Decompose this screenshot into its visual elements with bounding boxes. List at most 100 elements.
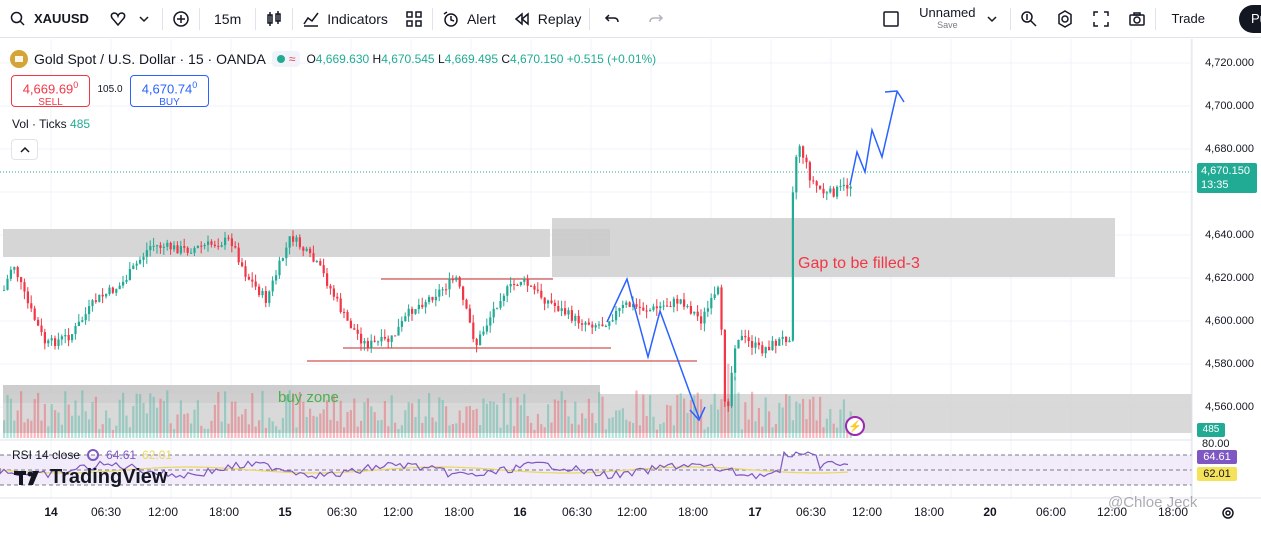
price-tick: 4,700.000 — [1205, 100, 1254, 112]
volume-bar — [802, 398, 805, 438]
buy-button[interactable]: 4,670.740 BUY — [130, 75, 209, 108]
candle-body — [441, 289, 444, 291]
candle-body — [543, 297, 546, 304]
gap-zone[interactable] — [552, 218, 1115, 277]
indicators-button[interactable]: Indicators — [293, 0, 396, 38]
lightning-icon[interactable]: ⚡ — [845, 416, 865, 436]
alert-button[interactable]: Alert — [433, 0, 504, 38]
volume-bar — [547, 404, 550, 438]
volume-bar — [94, 396, 97, 438]
volume-bar — [414, 416, 417, 438]
volume-legend[interactable]: Vol · Ticks 485 — [12, 117, 90, 131]
candle-body — [30, 303, 33, 309]
volume-bar — [740, 429, 743, 438]
candle-body — [186, 247, 189, 253]
price-tick: 4,720.000 — [1205, 57, 1254, 69]
market-status[interactable]: ≈ — [271, 51, 301, 67]
candle-body — [40, 325, 43, 333]
chart-pane[interactable] — [0, 39, 1261, 538]
candle-body — [6, 278, 9, 290]
candle-body — [632, 304, 635, 307]
snapshot-button[interactable] — [1119, 0, 1155, 38]
candle-body — [370, 340, 373, 349]
candle-body — [628, 302, 631, 307]
candle-body — [604, 325, 607, 327]
volume-bar — [618, 410, 621, 438]
projection-arrow-up[interactable] — [849, 91, 898, 186]
candle-body — [13, 267, 16, 270]
candle-body — [3, 289, 6, 291]
volume-bar — [105, 410, 108, 438]
publish-button[interactable]: Pu — [1239, 4, 1261, 33]
buy-zone-annotation[interactable]: buy zone — [278, 389, 339, 406]
candles[interactable] — [3, 144, 852, 412]
undo-button[interactable] — [590, 0, 634, 38]
collapse-legend-button[interactable] — [11, 139, 38, 160]
candle-body — [329, 285, 332, 289]
candle-body — [808, 162, 811, 181]
compare-button[interactable] — [100, 0, 162, 38]
candle-body — [428, 296, 431, 303]
replay-button[interactable]: Replay — [504, 0, 590, 38]
rsi-ma-value: 62.01 — [142, 448, 173, 462]
symbol-label: XAUUSD — [34, 11, 89, 26]
settings-button[interactable] — [1047, 0, 1083, 38]
candle-body — [234, 246, 237, 248]
volume-bar — [751, 391, 754, 438]
volume-bar — [632, 422, 635, 438]
volume-bar — [292, 393, 295, 438]
rsi-ma-tag: 62.01 — [1197, 467, 1237, 481]
candle-body — [20, 277, 23, 283]
candle-body — [468, 308, 471, 323]
scale-settings-button[interactable] — [1220, 505, 1236, 526]
close-label: C — [501, 52, 511, 66]
volume-bar — [145, 413, 148, 438]
redo-button[interactable] — [634, 0, 678, 38]
divider — [589, 7, 591, 30]
candle-body — [788, 340, 791, 343]
candle-body — [118, 285, 121, 290]
projection-arrow-down[interactable] — [606, 276, 700, 419]
volume-bar — [360, 420, 363, 438]
trade-button[interactable]: Trade — [1162, 0, 1215, 38]
candle-body — [489, 317, 492, 326]
symbol-search[interactable]: XAUUSD — [0, 0, 100, 38]
fullscreen-button[interactable] — [1083, 0, 1119, 38]
rsi-legend[interactable]: RSI 14 close 64.61 62.01 — [12, 448, 172, 462]
sell-button[interactable]: 4,669.690 SELL — [11, 75, 90, 108]
volume-bar — [720, 399, 723, 438]
chart-type-button[interactable] — [256, 0, 292, 38]
candle-body — [417, 304, 420, 310]
candle-body — [353, 328, 356, 330]
time-tick: 18:00 — [443, 505, 475, 519]
add-symbol-button[interactable] — [163, 0, 199, 38]
resistance-zone-left[interactable] — [3, 229, 550, 257]
candle-body — [302, 247, 305, 251]
candle-body — [754, 342, 757, 348]
volume-bar — [397, 429, 400, 438]
candle-body — [91, 300, 94, 307]
time-tick: 14 — [44, 505, 58, 519]
candle-body — [414, 309, 417, 314]
interval-button[interactable]: 15m — [200, 0, 255, 38]
candle-body — [553, 302, 556, 306]
tradingview-logo[interactable]: TradingView — [14, 466, 167, 489]
support-zone[interactable] — [3, 394, 1192, 433]
gap-annotation[interactable]: Gap to be filled-3 — [798, 255, 920, 272]
rewind-icon — [512, 9, 532, 29]
volume-bar — [33, 399, 36, 438]
symbol-title[interactable]: Gold Spot / U.S. Dollar · 15 · OANDA — [34, 51, 266, 67]
volume-bar — [526, 415, 529, 438]
volume-bar — [689, 399, 692, 438]
templates-button[interactable] — [396, 0, 432, 38]
volume-bar — [404, 410, 407, 438]
layout-select-button[interactable]: Unnamed Save — [873, 0, 1009, 38]
volume-bar — [672, 425, 675, 438]
divider — [199, 7, 200, 30]
chart-canvas[interactable] — [0, 39, 1261, 538]
buy-price: 4,670.74 — [141, 81, 193, 97]
quick-search-button[interactable] — [1011, 0, 1047, 38]
volume-bar — [16, 410, 19, 438]
candles-icon — [264, 9, 284, 29]
candle-body — [513, 283, 516, 285]
